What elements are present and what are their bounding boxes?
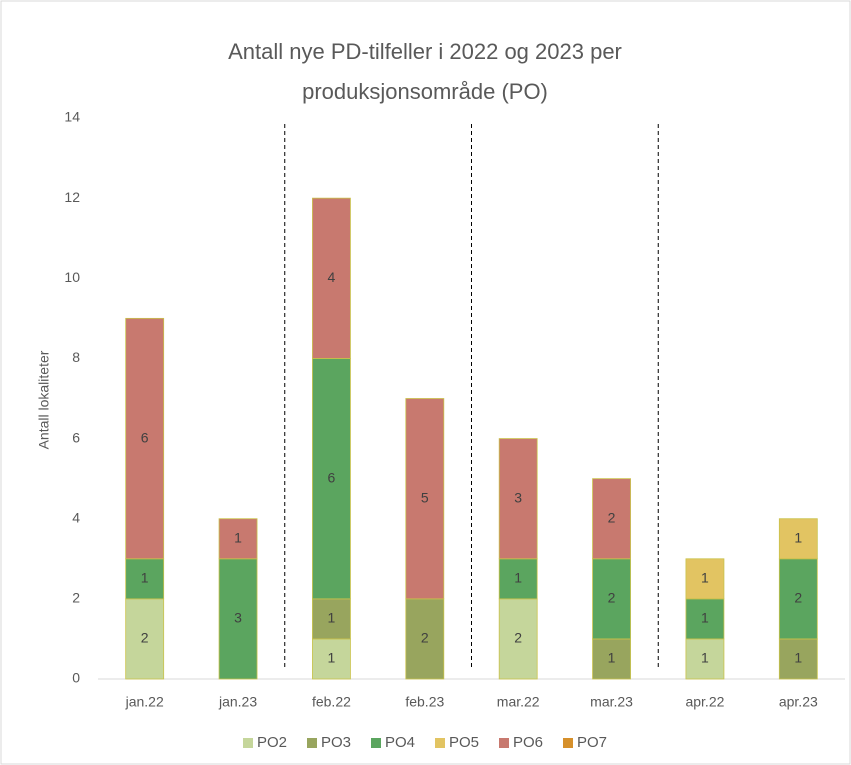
bar-segment [592, 478, 631, 560]
data-label: 1 [794, 650, 802, 666]
x-tick-label: apr.23 [779, 694, 818, 710]
bar-segment [218, 518, 258, 560]
bar-segment [685, 558, 725, 600]
legend-swatch [371, 738, 381, 748]
data-label: 1 [701, 650, 709, 666]
y-tick-label: 14 [64, 109, 80, 125]
bar-segment [312, 197, 351, 359]
bar-segment [778, 558, 818, 640]
data-label: 2 [608, 509, 616, 525]
bar-segment [778, 638, 818, 680]
x-tick-label: mar.23 [590, 694, 633, 710]
bar-segment [125, 558, 165, 600]
legend-swatch [307, 738, 317, 748]
chart-title: Antall nye PD-tilfeller i 2022 og 2023 p… [228, 39, 622, 104]
data-label: 3 [514, 489, 522, 505]
data-label: 1 [141, 570, 149, 586]
legend-label: PO6 [513, 734, 543, 751]
bar-segment [498, 438, 538, 560]
bar-segment [312, 638, 351, 680]
y-axis-label: Antall lokaliteter [36, 350, 52, 449]
data-label: 2 [421, 630, 429, 646]
bar-segment [125, 598, 165, 680]
legend-label: PO5 [449, 734, 479, 751]
bar-segment [498, 598, 538, 680]
y-tick-label: 6 [72, 429, 80, 445]
x-tick-label: jan.22 [125, 694, 164, 710]
legend-label: PO2 [257, 734, 287, 751]
bar-segment [592, 638, 631, 680]
bar-segment [312, 598, 351, 640]
data-label: 4 [328, 269, 336, 285]
y-tick-label: 4 [72, 509, 80, 525]
legend-swatch [243, 738, 253, 748]
y-tick-label: 12 [64, 189, 80, 205]
bar-segment [778, 518, 818, 560]
data-label: 2 [141, 630, 149, 646]
y-tick-label: 0 [72, 670, 80, 686]
data-label: 1 [701, 610, 709, 626]
data-label: 1 [234, 529, 242, 545]
data-label: 1 [794, 529, 802, 545]
y-tick-label: 8 [72, 349, 80, 365]
y-tick-label: 10 [64, 269, 80, 285]
legend-label: PO4 [385, 734, 415, 751]
x-tick-label: mar.22 [497, 694, 540, 710]
bar-segment [405, 598, 445, 680]
bar-segment [685, 638, 725, 680]
data-label: 1 [328, 610, 336, 626]
data-label: 2 [608, 590, 616, 606]
data-label: 3 [234, 610, 242, 626]
data-label: 2 [514, 630, 522, 646]
bar-segment [125, 317, 165, 560]
x-tick-label: jan.23 [218, 694, 257, 710]
legend-label: PO7 [577, 734, 607, 751]
legend-swatch [499, 738, 509, 748]
data-label: 1 [328, 650, 336, 666]
y-tick-label: 2 [72, 590, 80, 606]
x-tick-label: feb.23 [405, 694, 444, 710]
data-label: 5 [421, 489, 429, 505]
data-label: 1 [514, 570, 522, 586]
bar-segment [405, 398, 445, 600]
data-label: 2 [794, 590, 802, 606]
legend-swatch [435, 738, 445, 748]
bar-segment [498, 558, 538, 600]
data-label: 6 [328, 469, 336, 485]
x-tick-label: apr.22 [685, 694, 724, 710]
data-label: 6 [141, 429, 149, 445]
data-label: 1 [701, 570, 709, 586]
data-label: 1 [608, 650, 616, 666]
x-tick-label: feb.22 [312, 694, 351, 710]
bar-segment [218, 558, 258, 680]
legend-label: PO3 [321, 734, 351, 751]
legend-swatch [563, 738, 573, 748]
